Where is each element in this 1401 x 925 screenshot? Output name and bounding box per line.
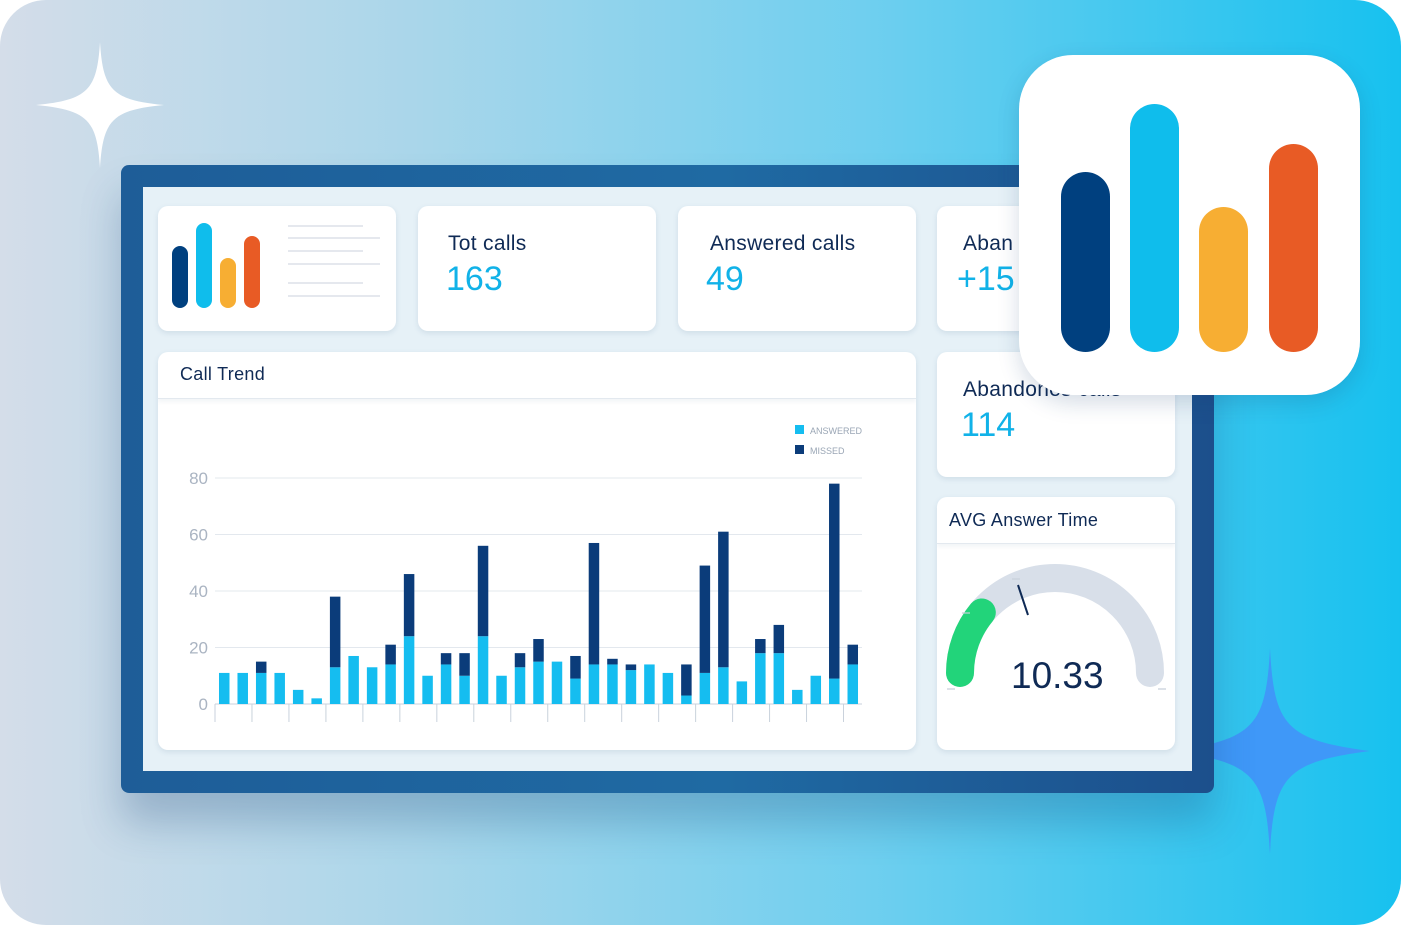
bar-missed	[681, 664, 692, 696]
logo-card	[158, 206, 396, 331]
sparkle-white-icon	[36, 42, 164, 168]
bar-missed	[514, 653, 526, 668]
bar-missed	[718, 531, 729, 668]
kpi-value: 49	[706, 260, 744, 298]
bar-missed	[773, 624, 785, 654]
bar-answered	[218, 672, 230, 704]
legend-label: ANSWERED	[810, 426, 863, 436]
bar-answered	[773, 653, 785, 704]
kpi-card-total-calls[interactable]: Tot calls 163	[418, 206, 656, 331]
bar-answered	[274, 672, 285, 704]
kpi-label: Tot calls	[448, 232, 527, 255]
bar-missed	[829, 483, 840, 679]
bar-answered	[366, 667, 378, 704]
y-tick-label: 40	[189, 582, 208, 601]
y-tick-label: 80	[189, 469, 208, 488]
gauge-needle	[1017, 584, 1029, 616]
bar-answered	[255, 672, 267, 704]
kpi-label: Aban	[963, 232, 1014, 255]
bar-missed	[588, 542, 600, 665]
sparkle-blue-icon	[1170, 648, 1370, 854]
panel-title: AVG Answer Time	[949, 510, 1099, 530]
legend-label: MISSED	[810, 446, 845, 456]
legend-swatch	[795, 425, 804, 434]
kpi-label: Answered calls	[710, 232, 856, 255]
bar-answered	[385, 664, 396, 704]
bar-answered	[699, 672, 711, 704]
bar-missed	[477, 545, 489, 637]
kpi-value: 163	[446, 260, 503, 298]
bar-answered	[348, 655, 359, 704]
bar-answered	[311, 698, 322, 704]
panel-header: AVG Answer Time	[937, 497, 1175, 544]
kpi-card-answered-calls[interactable]: Answered calls 49	[678, 206, 916, 331]
call-trend-chart: 80 60 40 20 0 ANSWERED MISSED	[189, 425, 863, 722]
bar-answered	[755, 653, 766, 704]
y-tick-label: 0	[199, 695, 208, 714]
bar-answered	[681, 695, 692, 704]
bar-missed	[625, 664, 637, 671]
kpi-value: 114	[961, 406, 1016, 444]
bar-missed	[385, 644, 396, 665]
bar-answered	[237, 672, 248, 704]
bar-answered	[292, 689, 304, 704]
bar-answered	[570, 678, 581, 704]
bar-answered	[533, 661, 544, 704]
bar-answered	[422, 675, 433, 704]
panel-title: Call Trend	[180, 364, 266, 384]
y-tick-label: 60	[189, 526, 208, 545]
avg-answer-panel: AVG Answer Time 10.33	[937, 497, 1175, 750]
y-tick-label: 20	[189, 639, 208, 658]
bar-missed	[699, 565, 711, 673]
panel-header: Call Trend	[158, 352, 916, 399]
bar-answered	[718, 667, 729, 704]
bar-answered	[459, 675, 470, 704]
bar-missed	[255, 661, 267, 673]
bar-answered	[847, 664, 859, 704]
bar-answered	[329, 667, 341, 704]
bar-answered	[496, 675, 507, 704]
bar-missed	[329, 596, 341, 668]
bar-answered	[792, 689, 803, 704]
bar-answered	[810, 675, 822, 704]
app-icon	[1019, 55, 1360, 395]
bar-chart-logo-icon	[172, 223, 380, 308]
bar-answered	[644, 664, 655, 704]
bar-answered	[736, 681, 748, 704]
bar-answered	[514, 667, 526, 704]
bar-missed	[570, 655, 581, 679]
bar-answered	[607, 664, 618, 704]
bar-missed	[847, 644, 859, 665]
bar-answered	[440, 664, 452, 704]
bar-answered	[829, 678, 840, 704]
bar-answered	[477, 636, 489, 704]
bar-chart-app-icon	[1061, 104, 1318, 352]
bar-answered	[551, 661, 563, 704]
call-trend-panel: Call Trend 80 60 40 20 0 ANSWERED MISSED	[158, 352, 916, 750]
bar-missed	[459, 653, 470, 676]
answer-time-gauge	[946, 564, 1166, 690]
bar-missed	[403, 574, 415, 637]
bar-missed	[755, 639, 766, 654]
bar-missed	[533, 639, 544, 662]
gauge-value: 10.33	[1011, 655, 1104, 696]
bar-answered	[625, 670, 637, 704]
bar-missed	[607, 658, 618, 665]
gauge-fill	[946, 598, 996, 687]
legend-swatch	[795, 445, 804, 454]
bar-answered	[588, 664, 600, 704]
kpi-value: +15	[957, 260, 1015, 298]
bar-missed	[440, 653, 452, 665]
bar-answered	[403, 636, 415, 704]
bar-answered	[662, 672, 674, 704]
